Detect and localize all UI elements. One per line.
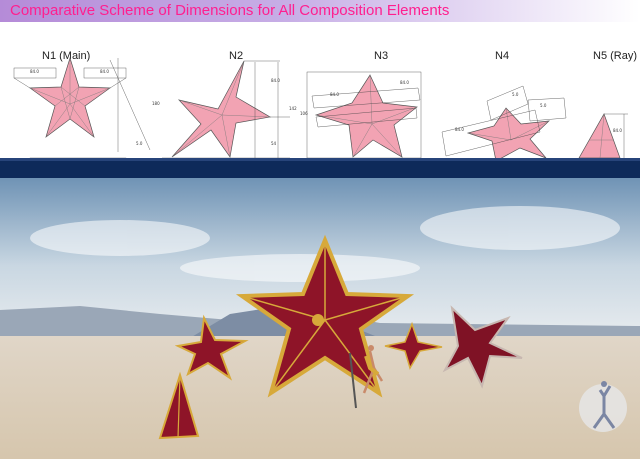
desert-render-photo: [0, 178, 640, 459]
svg-text:84.0: 84.0: [30, 69, 39, 74]
star-label-n3: N3: [374, 50, 389, 62]
dancer-figure: [362, 345, 384, 394]
star-drawing-n2: 84.0 142 54: [162, 60, 297, 159]
ground-band: [0, 158, 640, 178]
star-drawing-n1: 84.0 84.0 180 5.0: [13, 56, 160, 167]
star-drawing-n3: 84.0 84.0 106: [300, 71, 422, 159]
svg-text:5.0: 5.0: [540, 103, 547, 108]
ray-render: [158, 371, 200, 440]
svg-text:5.0: 5.0: [136, 141, 143, 146]
svg-text:54: 54: [271, 141, 277, 146]
svg-text:142: 142: [289, 106, 297, 111]
svg-text:84.0: 84.0: [330, 92, 339, 97]
star-label-n4: N4: [495, 50, 510, 62]
header-bar: Comparative Scheme of Dimensions for All…: [0, 0, 640, 22]
page-title: Comparative Scheme of Dimensions for All…: [10, 2, 450, 19]
left-star-render: [174, 314, 249, 381]
right-star-render: [442, 305, 523, 389]
svg-text:5.0: 5.0: [512, 92, 519, 97]
star-label-n5: N5 (Ray): [593, 50, 638, 62]
star-label-n1: N1 (Main): [42, 50, 91, 62]
svg-text:84.0: 84.0: [400, 80, 409, 85]
dimension-drawings: 84.0 84.0 180 5.0 84.0 142 54 84.0 84.0 106: [0, 56, 640, 178]
star-label-n2: N2: [229, 50, 244, 62]
big-star-render: [235, 234, 415, 409]
svg-text:84.0: 84.0: [455, 127, 464, 132]
svg-text:84.0: 84.0: [271, 78, 280, 83]
star-drawing-n4: 84.0 5.0 5.0: [441, 85, 567, 162]
svg-text:84.0: 84.0: [100, 69, 109, 74]
star-drawing-n5: 84.0: [578, 113, 628, 159]
svg-text:84.0: 84.0: [613, 128, 622, 133]
svg-text:180: 180: [152, 101, 160, 106]
figure-logo-icon: [579, 381, 627, 432]
svg-text:106: 106: [300, 111, 308, 116]
middle-star-render: [384, 321, 443, 370]
